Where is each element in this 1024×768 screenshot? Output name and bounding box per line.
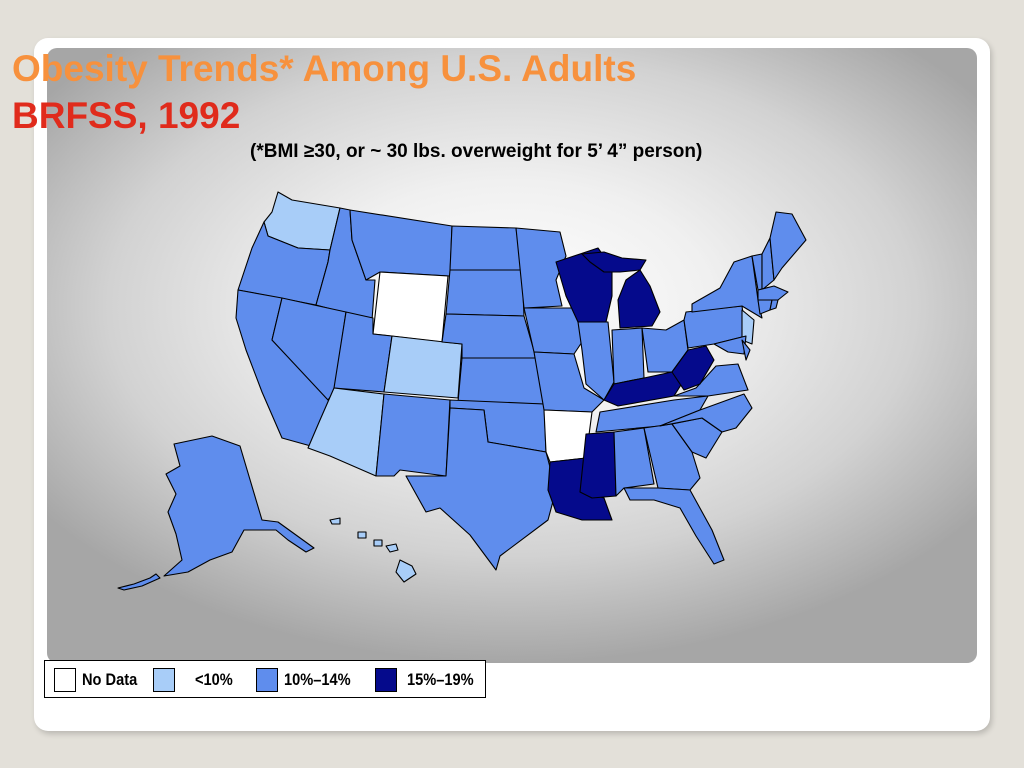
- state-west-virginia: [671, 345, 715, 391]
- legend-swatch-10to14: [256, 668, 278, 692]
- legend-label-15to19: 15%–19%: [407, 670, 474, 689]
- state-michigan-lower: [617, 269, 661, 329]
- state-alabama: [613, 427, 655, 497]
- legend-label-lt10: <10%: [195, 670, 233, 689]
- state-indiana: [611, 327, 645, 385]
- state-hawaii-maui: [385, 543, 399, 553]
- state-mississippi: [579, 431, 617, 499]
- alaska-islands: [117, 573, 161, 591]
- legend-swatch-lt10: [153, 668, 175, 692]
- state-michigan-upper: [581, 251, 647, 273]
- state-new-mexico: [375, 393, 451, 477]
- legend-swatch-no-data: [54, 668, 76, 692]
- map-legend: No Data <10% 10%–14% 15%–19%: [44, 660, 486, 698]
- state-delaware: [741, 339, 751, 361]
- bmi-footnote: (*BMI ≥30, or ~ 30 lbs. overweight for 5…: [250, 141, 703, 162]
- state-florida: [623, 487, 725, 565]
- state-north-dakota: [449, 225, 523, 271]
- state-hawaii-small: [329, 517, 341, 525]
- legend-swatch-15to19: [375, 668, 397, 692]
- state-alaska: [163, 435, 315, 577]
- legend-item-no-data: No Data: [54, 667, 146, 693]
- state-rhode-island: [769, 299, 779, 311]
- state-montana: [349, 209, 453, 281]
- state-kansas: [457, 357, 545, 405]
- state-maryland: [713, 335, 747, 355]
- state-colorado: [383, 335, 463, 399]
- state-hawaii-kauai: [357, 531, 367, 539]
- state-wyoming: [372, 271, 449, 343]
- legend-item-10to14: 10%–14%: [256, 667, 362, 693]
- legend-item-15to19: 15%–19%: [375, 667, 485, 693]
- state-hawaii-big: [395, 559, 417, 583]
- state-virginia: [673, 363, 749, 397]
- state-iowa: [523, 307, 587, 355]
- legend-item-lt10: <10%: [153, 667, 239, 693]
- state-south-dakota: [445, 269, 525, 317]
- state-connecticut: [757, 299, 773, 315]
- state-hawaii-oahu: [373, 539, 383, 547]
- legend-label-no-data: No Data: [82, 670, 138, 689]
- slide-subtitle-year: BRFSS, 1992: [12, 95, 241, 136]
- state-new-jersey: [741, 309, 755, 345]
- state-north-carolina: [659, 393, 753, 433]
- state-maine: [769, 211, 807, 281]
- slide-title: Obesity Trends* Among U.S. Adults: [12, 48, 637, 89]
- legend-label-10to14: 10%–14%: [284, 670, 351, 689]
- state-texas: [405, 407, 557, 571]
- state-massachusetts: [757, 285, 789, 301]
